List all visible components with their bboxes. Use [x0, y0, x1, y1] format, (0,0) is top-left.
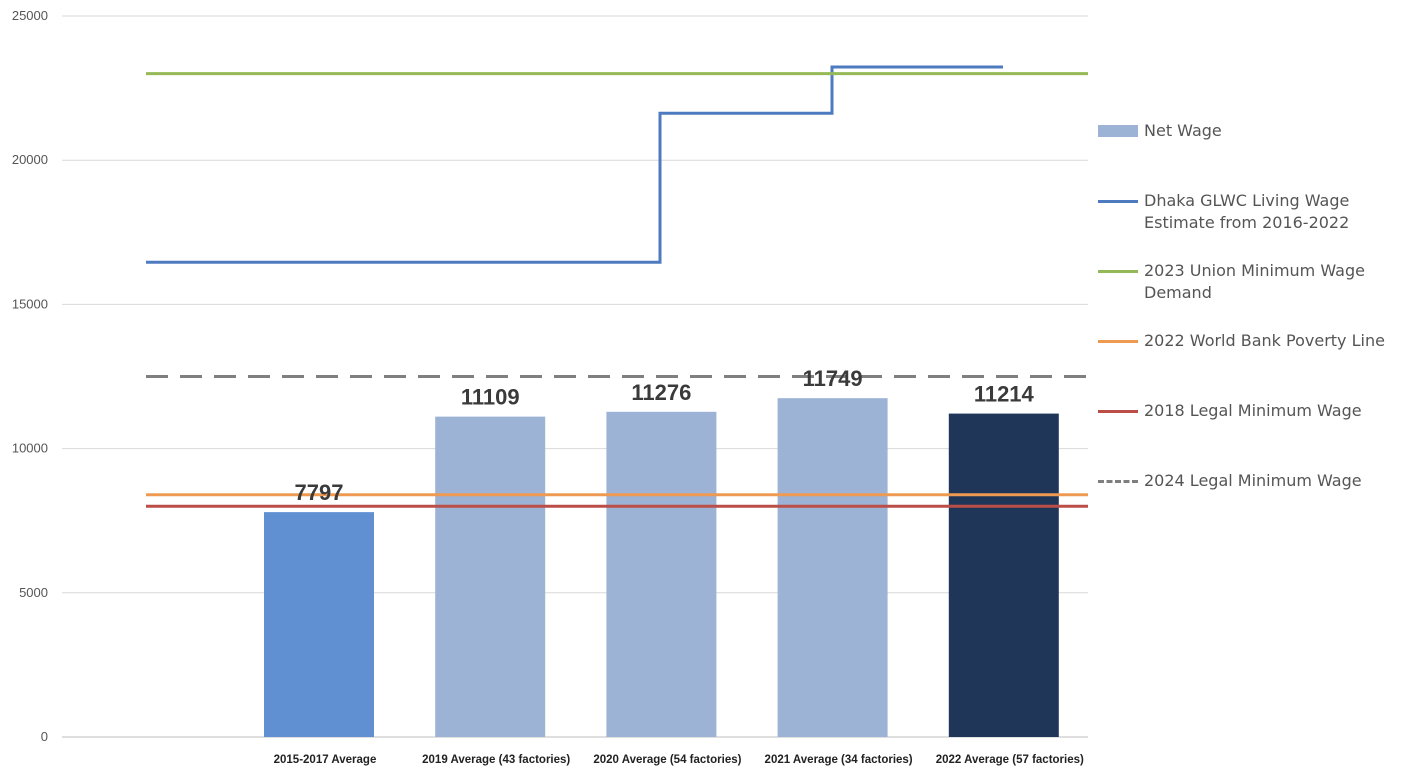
x-tick-1: 2015-2017 Average — [274, 754, 377, 766]
y-tick-25000: 25000 — [12, 8, 48, 23]
data-label-5: 11214 — [974, 382, 1035, 407]
legend-item-living-wage: Dhaka GLWC Living Wage Estimate from 201… — [1098, 191, 1413, 234]
bar-5 — [948, 413, 1059, 737]
x-axis: 2015-2017 Average 2019 Average (43 factor… — [274, 754, 1084, 766]
legend-label-union-demand: 2023 Union Minimum Wage Demand — [1144, 261, 1365, 302]
y-tick-0: 0 — [41, 729, 48, 744]
y-tick-20000: 20000 — [12, 152, 48, 167]
legend-swatch-poverty-line — [1098, 332, 1138, 350]
bar-3 — [606, 411, 717, 737]
data-labels: 7797 11109 11276 11749 11214 — [295, 366, 1035, 505]
legend-label-living-wage: Dhaka GLWC Living Wage Estimate from 201… — [1144, 191, 1350, 232]
data-label-2: 11109 — [461, 385, 520, 410]
data-label-4: 11749 — [803, 366, 863, 391]
legend-label-2018-minimum: 2018 Legal Minimum Wage — [1144, 401, 1362, 420]
bar-1 — [264, 512, 374, 737]
y-tick-5000: 5000 — [19, 585, 48, 600]
x-tick-5: 2022 Average (57 factories) — [936, 754, 1084, 766]
bar-4 — [777, 398, 888, 737]
legend-swatch-2018-minimum — [1098, 402, 1138, 420]
data-label-1: 7797 — [295, 480, 344, 505]
y-tick-15000: 15000 — [12, 296, 48, 311]
y-tick-10000: 10000 — [12, 441, 48, 456]
bar-series — [264, 398, 1059, 737]
legend-label-2024-minimum: 2024 Legal Minimum Wage — [1144, 471, 1362, 490]
legend-item-net-wage: Net Wage — [1098, 121, 1222, 142]
y-axis: 0 5000 10000 15000 20000 25000 — [12, 8, 48, 744]
legend-item-2018-minimum: 2018 Legal Minimum Wage — [1098, 401, 1362, 422]
gridlines — [62, 15, 1088, 738]
legend-label-net-wage: Net Wage — [1144, 121, 1222, 140]
legend-item-2024-minimum: 2024 Legal Minimum Wage — [1098, 471, 1362, 492]
legend-item-union-demand: 2023 Union Minimum Wage Demand — [1098, 261, 1413, 304]
legend-swatch-living-wage — [1098, 192, 1138, 210]
data-label-3: 11276 — [631, 380, 691, 405]
bar-2 — [435, 416, 546, 737]
reference-lines — [146, 65, 1088, 508]
legend-swatch-union-demand — [1098, 262, 1138, 280]
legend-label-poverty-line: 2022 World Bank Poverty Line — [1144, 331, 1385, 350]
legend-swatch-net-wage — [1098, 122, 1138, 140]
x-tick-3: 2020 Average (54 factories) — [593, 754, 741, 766]
legend-item-poverty-line: 2022 World Bank Poverty Line — [1098, 331, 1385, 352]
legend-swatch-2024-minimum — [1098, 472, 1138, 490]
x-tick-4: 2021 Average (34 factories) — [765, 754, 913, 766]
line-living-wage — [146, 65, 1003, 264]
x-tick-2: 2019 Average (43 factories) — [422, 754, 570, 766]
